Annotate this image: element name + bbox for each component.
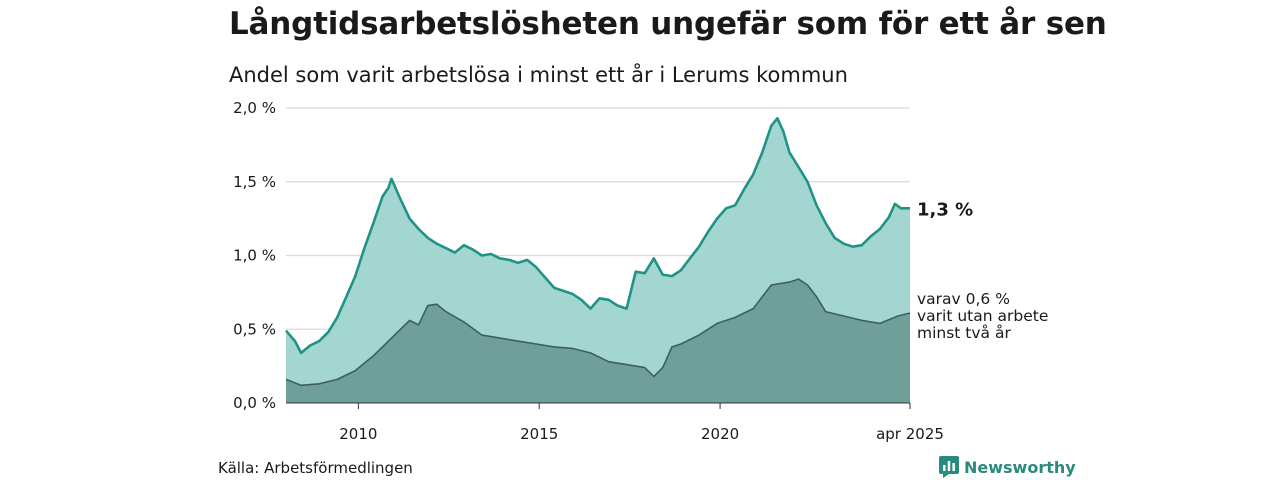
y-tick-label: 0,5 % [233, 320, 276, 338]
axes: 0,0 % 0,5 % 1,0 % 1,5 % 2,0 % 2010 2015 2020 apr… [233, 99, 944, 443]
y-tick-label: 2,0 % [233, 99, 276, 117]
chart-areas [285, 117, 911, 404]
chart-title: Långtidsarbetslösheten ungefär som för e… [229, 6, 1107, 42]
brand-name: Newsworthy [964, 457, 1076, 477]
x-tick-label: 2020 [701, 425, 739, 443]
source-note: Källa: Arbetsförmedlingen [218, 459, 413, 477]
y-tick-label: 0,0 % [233, 394, 276, 412]
series-area-sub [286, 279, 910, 403]
x-tick-label: 2015 [520, 425, 558, 443]
x-tick-label: 2010 [339, 425, 377, 443]
series-line-sub [285, 278, 911, 387]
y-tick-label: 1,0 % [233, 247, 276, 265]
brand-logo: Newsworthy [939, 456, 1076, 478]
y-tick-label: 1,5 % [233, 173, 276, 191]
newsworthy-logo-icon [939, 456, 959, 478]
end-label-sub-line: varit utan arbete [917, 307, 1048, 325]
end-label-sub-line: varav 0,6 % [917, 290, 1010, 308]
end-label-total: 1,3 % [917, 199, 973, 220]
end-label-sub-line: minst två år [917, 324, 1011, 342]
x-tick-label: apr 2025 [876, 425, 944, 443]
chart-subtitle: Andel som varit arbetslösa i minst ett å… [229, 63, 848, 87]
series-line-total [285, 117, 910, 355]
